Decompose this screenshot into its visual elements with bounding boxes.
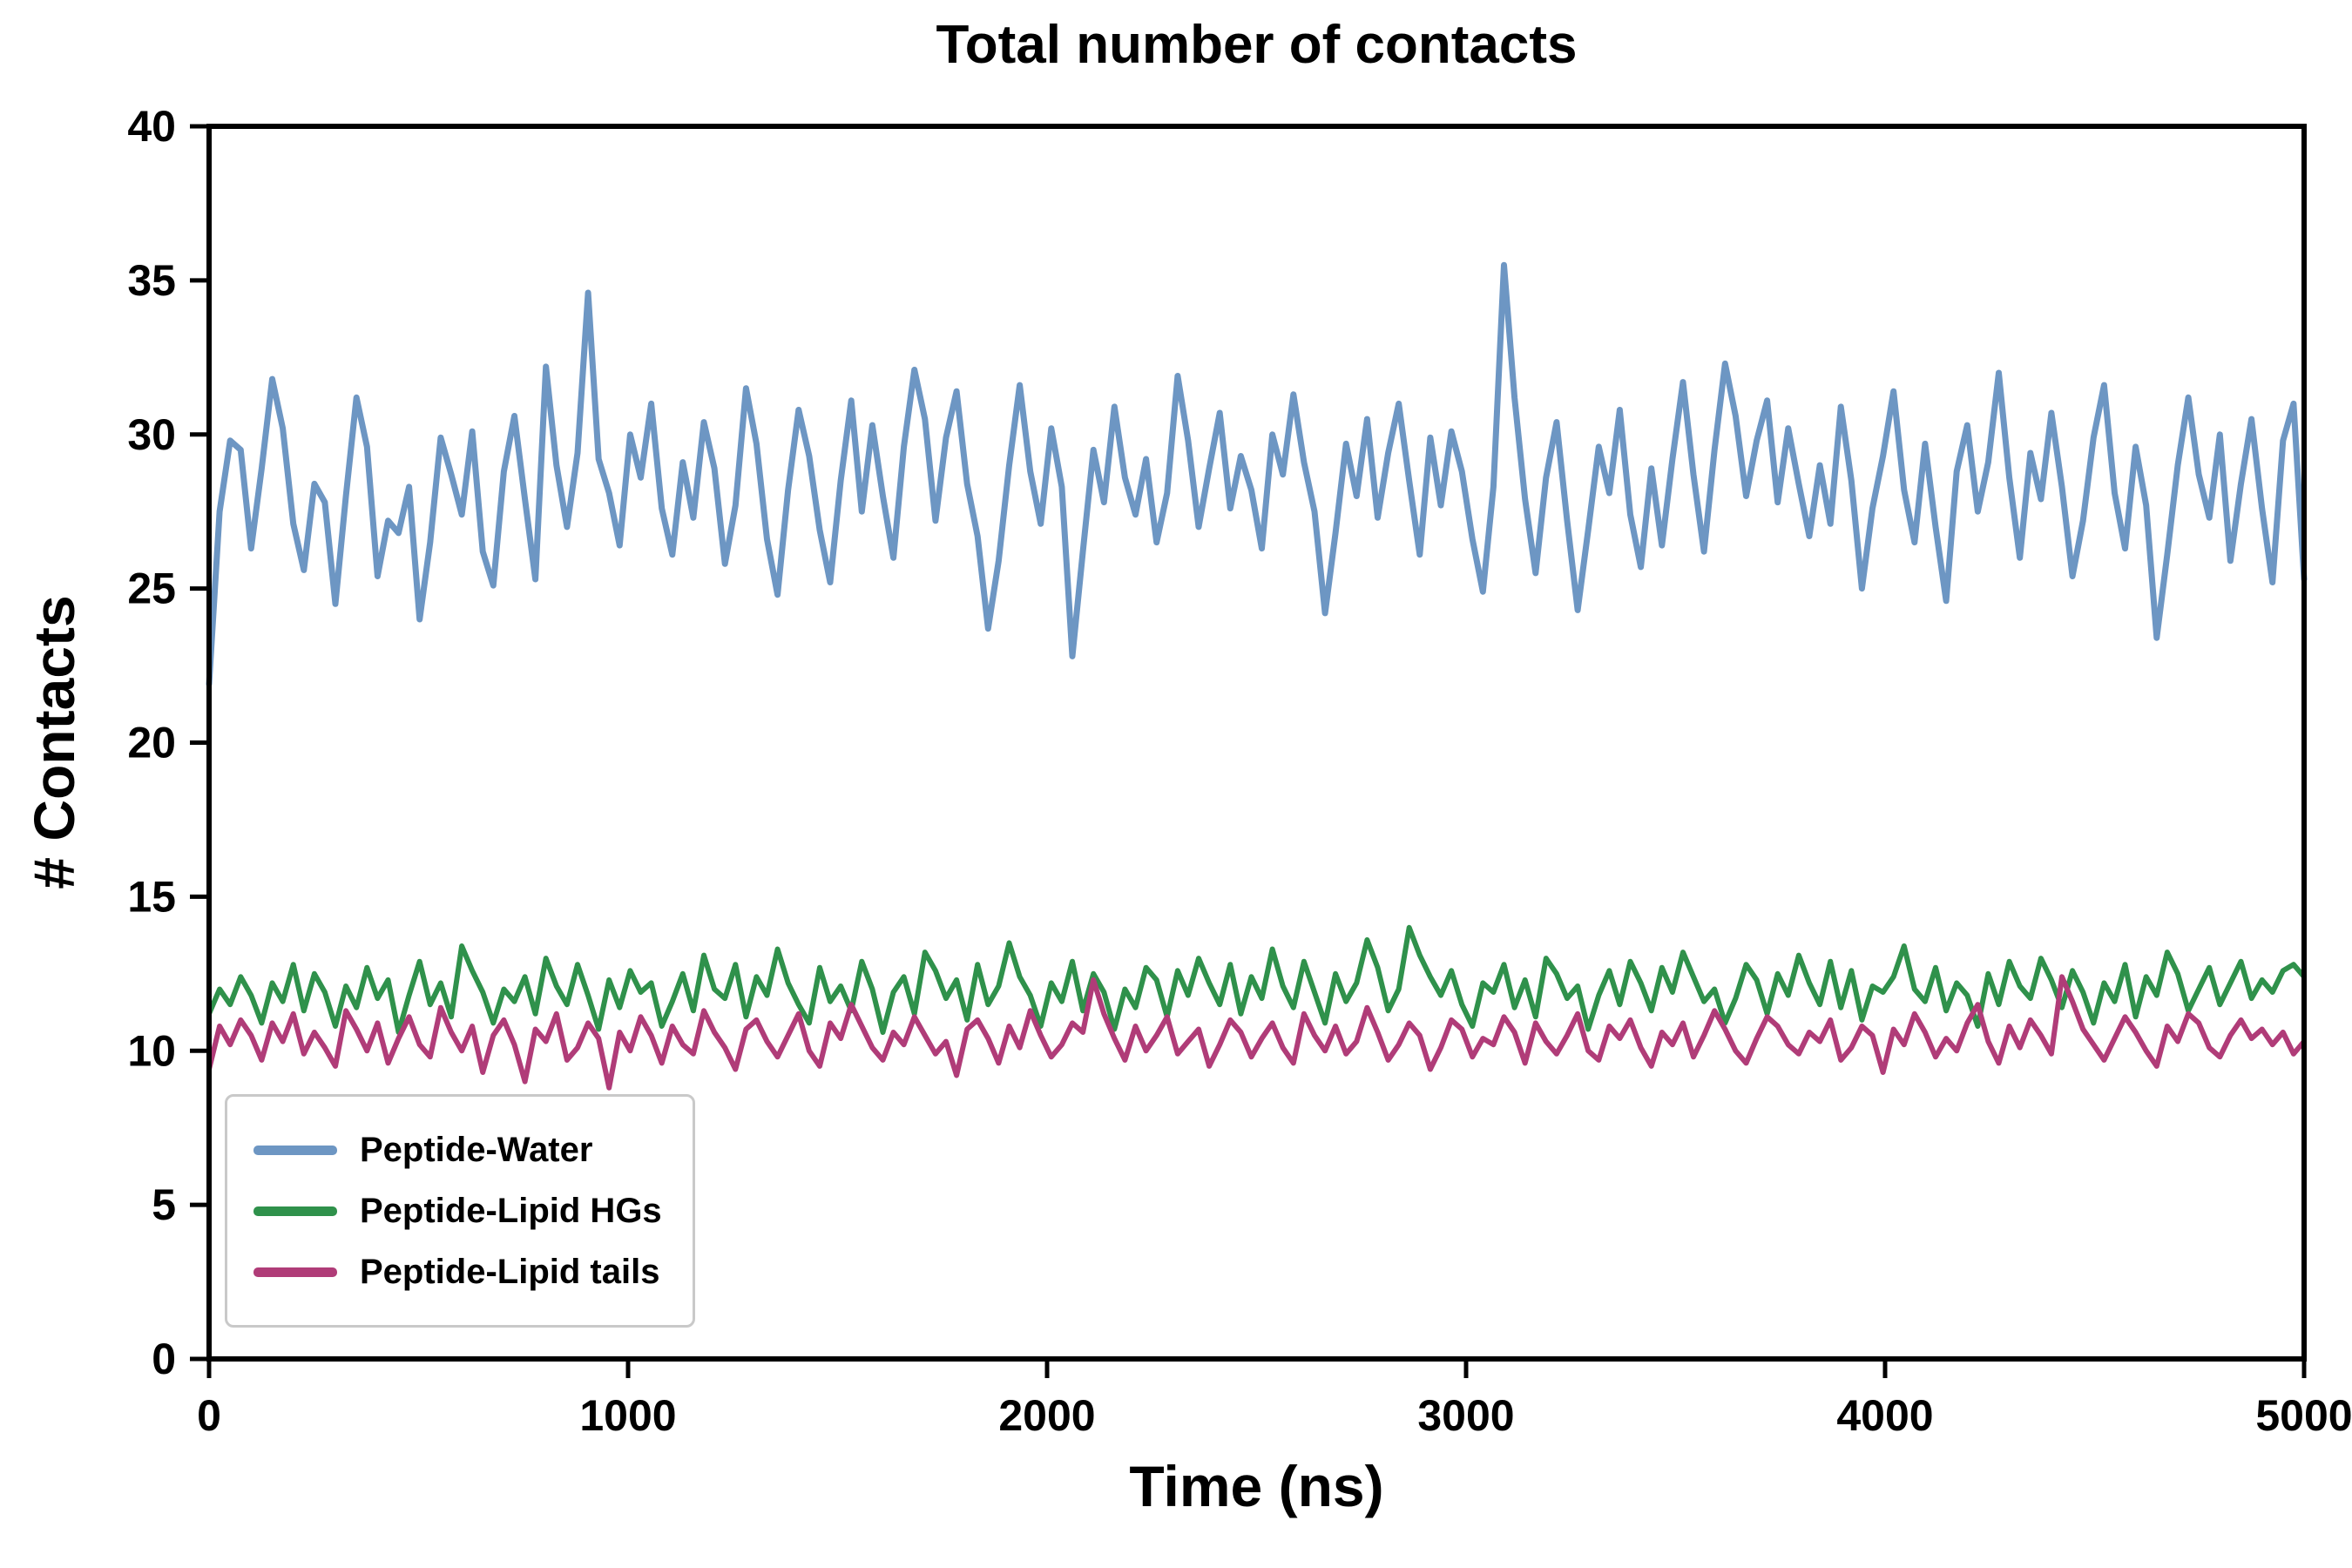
x-tick-label: 1000 xyxy=(579,1391,676,1440)
x-tick-label: 2000 xyxy=(998,1391,1095,1440)
legend-swatch xyxy=(253,1206,337,1216)
series-line-0 xyxy=(206,261,2308,687)
legend-entry: Peptide-Water xyxy=(253,1119,666,1180)
legend-label: Peptide-Lipid tails xyxy=(360,1252,660,1291)
legend-entry: Peptide-Lipid tails xyxy=(253,1241,666,1302)
series-line-1 xyxy=(206,924,2307,1035)
series-line-2 xyxy=(206,974,2307,1091)
legend-label: Peptide-Lipid HGs xyxy=(360,1191,662,1230)
legend-label: Peptide-Water xyxy=(360,1130,593,1169)
legend-swatch xyxy=(253,1267,337,1277)
y-tick-label: 5 xyxy=(152,1180,176,1229)
x-tick-label: 0 xyxy=(197,1391,221,1440)
legend: Peptide-Water Peptide-Lipid HGs Peptide-… xyxy=(225,1094,695,1328)
axes-spines xyxy=(206,124,2307,1362)
y-tick-label: 30 xyxy=(127,410,176,459)
x-tick-label: 5000 xyxy=(2255,1391,2352,1440)
x-tick-label: 3000 xyxy=(1417,1391,1514,1440)
y-tick-label: 40 xyxy=(127,102,176,151)
y-tick-label: 25 xyxy=(127,564,176,613)
y-tick-label: 0 xyxy=(152,1335,176,1383)
x-axis-label: Time (ns) xyxy=(1129,1454,1384,1518)
y-tick-label: 20 xyxy=(127,719,176,767)
y-tick-label: 15 xyxy=(127,872,176,921)
legend-entry: Peptide-Lipid HGs xyxy=(253,1180,666,1241)
legend-swatch xyxy=(253,1145,337,1155)
x-tick-label: 4000 xyxy=(1836,1391,1933,1440)
y-axis-label: # Contacts xyxy=(22,595,86,889)
chart-title: Total number of contacts xyxy=(936,15,1578,75)
y-tick-label: 10 xyxy=(127,1026,176,1075)
y-tick-label: 35 xyxy=(127,256,176,305)
